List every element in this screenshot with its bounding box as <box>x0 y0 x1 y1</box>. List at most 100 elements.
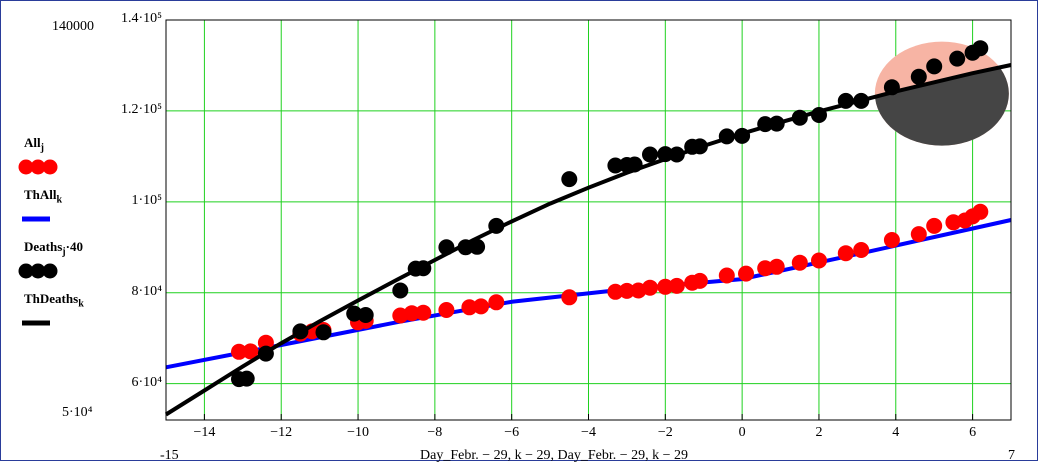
data-point-deathsj <box>883 79 900 96</box>
x-min-label: -15 <box>160 448 179 463</box>
data-point-allj <box>718 267 735 284</box>
data-point-deathsj <box>853 92 870 109</box>
data-point-deathsj <box>438 239 455 256</box>
data-point-deathsj <box>488 217 505 234</box>
legend-item-thall: ThAllk <box>18 187 138 239</box>
legend-tail-deaths: ·40 <box>65 239 83 254</box>
series-layer <box>164 40 1012 417</box>
data-point-deathsj <box>457 239 474 256</box>
y-min-label: 5·10⁴ <box>62 405 93 420</box>
data-point-allj <box>231 343 247 360</box>
y-tick-label: 1.2·10⁵ <box>120 101 162 117</box>
data-point-allj <box>657 278 674 295</box>
x-tick-label: 6 <box>969 425 977 440</box>
data-point-deathsj <box>357 307 374 323</box>
data-point-deathsj <box>257 345 274 362</box>
data-point-deathsj <box>238 370 255 387</box>
legend-swatch-all <box>18 159 58 175</box>
data-point-allj <box>910 226 927 243</box>
data-point-deathsj <box>768 115 785 132</box>
data-point-deathsj <box>392 282 409 299</box>
data-point-deathsj <box>757 116 774 133</box>
x-tick-label: −6 <box>504 425 520 440</box>
x-max-label: 7 <box>1008 448 1015 463</box>
data-point-allj <box>488 294 505 311</box>
data-point-deathsj <box>607 157 624 174</box>
data-point-allj <box>738 265 754 282</box>
data-point-deathsj <box>949 50 966 67</box>
x-tick-label: 2 <box>815 425 823 440</box>
data-point-deathsj <box>657 146 674 163</box>
data-point-deathsj <box>734 127 751 144</box>
y-tick-label: 6·10⁴ <box>131 374 162 390</box>
legend-sub-thdeaths: k <box>78 298 84 310</box>
legend-item-thdeaths: ThDeathsk <box>18 291 138 343</box>
legend-sub-all: j <box>40 142 44 154</box>
data-point-allj <box>561 289 578 306</box>
data-point-allj <box>837 245 854 262</box>
data-point-allj <box>791 254 808 271</box>
data-point-allj <box>607 283 624 300</box>
x-tick-label: −10 <box>347 425 369 440</box>
data-point-deathsj <box>561 171 578 188</box>
legend-sub-thall: k <box>56 194 63 206</box>
legend-label-thall: ThAll <box>24 187 57 202</box>
data-point-deathsj <box>691 138 708 155</box>
data-point-allj <box>883 232 900 248</box>
data-point-allj <box>668 277 685 294</box>
data-point-allj <box>642 279 658 296</box>
x-tick-label: −2 <box>657 425 673 440</box>
data-point-deathsj <box>972 40 989 57</box>
data-point-allj <box>926 217 943 234</box>
y-tick-label: 1·10⁵ <box>131 192 162 208</box>
legend-item-all: Allj <box>18 135 138 187</box>
data-point-allj <box>438 302 455 318</box>
x-ticks <box>203 414 974 420</box>
x-tick-label: −14 <box>193 425 216 440</box>
data-point-allj <box>403 305 420 322</box>
data-point-allj <box>473 298 489 315</box>
legend-swatch-thdeaths <box>22 320 50 326</box>
data-point-deathsj <box>668 146 685 163</box>
data-point-deathsj <box>626 156 643 173</box>
data-point-allj <box>242 343 259 360</box>
y-max-label: 140000 <box>52 19 94 34</box>
x-tick-label: −8 <box>427 425 443 440</box>
data-point-deathsj <box>315 324 332 341</box>
data-point-allj <box>461 299 478 316</box>
legend-item-deaths: Deathsj·40 <box>18 239 138 291</box>
legend-swatch-thall <box>22 216 50 222</box>
data-point-allj <box>853 242 870 258</box>
data-point-deathsj <box>791 109 808 126</box>
data-point-deathsj <box>469 238 486 255</box>
data-point-deathsj <box>910 68 927 85</box>
data-point-deathsj <box>642 146 658 163</box>
x-tick-label: −12 <box>270 425 293 440</box>
y-tick-label: 8·10⁴ <box>131 283 162 299</box>
data-point-deathsj <box>718 128 735 145</box>
x-tick-label: 0 <box>738 425 746 440</box>
x-axis-caption: Day_Febr. − 29, k − 29, Day_Febr. − 29, … <box>420 448 689 463</box>
data-point-deathsj <box>811 107 827 123</box>
plot-border <box>165 19 1012 421</box>
data-point-allj <box>972 203 989 220</box>
x-tick-label: 4 <box>892 425 900 440</box>
data-point-allj <box>768 258 785 275</box>
legend-label-thdeaths: ThDeaths <box>24 291 79 306</box>
data-point-deathsj <box>292 323 309 340</box>
legend-label-deaths: Deaths <box>24 239 63 254</box>
data-point-deathsj <box>926 58 943 75</box>
legend-swatch-deaths <box>18 263 58 279</box>
data-point-deathsj <box>415 260 432 277</box>
data-point-allj <box>618 282 635 299</box>
legend-sub-deaths: j <box>62 246 66 258</box>
data-point-allj <box>415 304 432 321</box>
y-tick-label: 1.4·10⁵ <box>120 11 162 26</box>
data-point-deathsj <box>837 92 854 109</box>
data-point-allj <box>811 252 827 269</box>
data-point-allj <box>691 272 708 289</box>
legend: Allj ThAllk Deathsj·40 ThDeathsk <box>18 135 138 343</box>
legend-label-all: All <box>24 135 41 150</box>
